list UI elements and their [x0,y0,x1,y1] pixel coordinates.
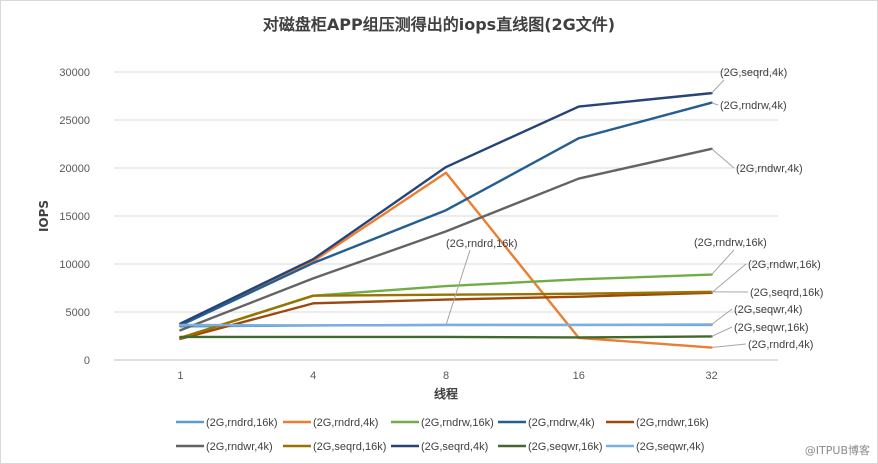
y-axis-ticks: 0 5000 10000 15000 20000 25000 30000 [59,67,90,367]
legend-label: (2G,rndrw,16k) [421,417,494,429]
watermark: @ITPUB博客 [804,444,870,457]
data-label: (2G,rndwr,16k) [748,259,821,271]
y-tick-label: 25000 [59,115,90,127]
legend-label: (2G,seqrd,4k) [421,441,488,453]
series-line [179,171,713,349]
label-leader-line [711,102,719,106]
legend-label: (2G,rndrd,16k) [206,417,278,429]
y-tick-label: 10000 [59,259,90,271]
legend-item: (2G,rndrw,4k) [498,417,595,429]
data-label: (2G,rndrw,16k) [694,237,767,249]
data-label: (2G,rndrw,4k) [720,100,787,112]
data-label: (2G,rndrd,16k) [446,238,518,250]
label-leader-line [711,263,747,294]
series-line [179,335,713,339]
legend-label: (2G,rndrw,4k) [528,417,595,429]
data-label: (2G,seqrd,16k) [750,287,823,299]
label-leader-line [711,249,735,275]
label-leader-line [445,249,471,326]
label-leader-line [711,148,735,169]
legend-item: (2G,seqrd,4k) [391,441,488,453]
series-line [179,91,713,325]
x-tick-label: 8 [443,370,449,382]
label-leader-line [711,343,747,349]
legend-label: (2G,rndwr,4k) [206,441,273,453]
legend-item: (2G,seqwr,16k) [498,441,603,453]
y-axis-title: IOPS [37,200,51,232]
data-label: (2G,rndwr,4k) [736,163,803,175]
legend: (2G,rndrd,16k) (2G,rndrd,4k) (2G,rndrw,16k… [176,417,709,453]
legend-label: (2G,seqwr,4k) [636,441,704,453]
data-labels: (2G,seqrd,4k) (2G,rndrw,4k) (2G,rndwr,4k) (… [446,67,823,351]
legend-label: (2G,rndrd,4k) [313,417,378,429]
legend-label: (2G,seqrd,16k) [313,441,386,453]
legend-item: (2G,seqrd,16k) [283,441,386,453]
x-tick-label: 4 [310,370,316,382]
legend-item: (2G,rndrw,16k) [391,417,494,429]
x-tick-label: 32 [705,370,717,382]
legend-item: (2G,rndrd,4k) [283,417,378,429]
legend-item: (2G,rndrd,16k) [176,417,278,429]
data-label: (2G,seqwr,16k) [734,322,809,334]
data-label: (2G,rndrd,4k) [748,339,813,351]
legend-label: (2G,seqwr,16k) [528,441,603,453]
x-axis-ticks: 1 4 8 16 32 [177,370,717,382]
label-leader-line [711,326,733,337]
series-line [179,291,713,341]
y-tick-label: 0 [84,355,90,367]
data-label: (2G,seqrd,4k) [720,67,787,79]
x-tick-label: 1 [177,370,183,382]
y-tick-label: 5000 [66,307,90,319]
series-line [179,147,713,332]
x-axis-title: 线程 [434,386,458,401]
legend-item: (2G,rndwr,4k) [176,441,273,453]
series-line [179,290,713,340]
data-label: (2G,seqwr,4k) [734,304,802,316]
label-leader-lines [445,79,749,349]
x-tick-label: 16 [573,370,585,382]
y-tick-label: 20000 [59,163,90,175]
series-lines [179,91,713,349]
legend-label: (2G,rndwr,16k) [636,417,709,429]
y-tick-label: 15000 [59,211,90,223]
label-leader-line [711,79,725,94]
y-tick-label: 30000 [59,67,90,79]
series-line [179,101,713,327]
legend-item: (2G,rndwr,16k) [606,417,709,429]
chart-title: 对磁盘柜APP组压测得出的iops直线图(2G文件) [263,15,615,34]
label-leader-line [711,308,733,325]
legend-item: (2G,seqwr,4k) [606,441,704,453]
